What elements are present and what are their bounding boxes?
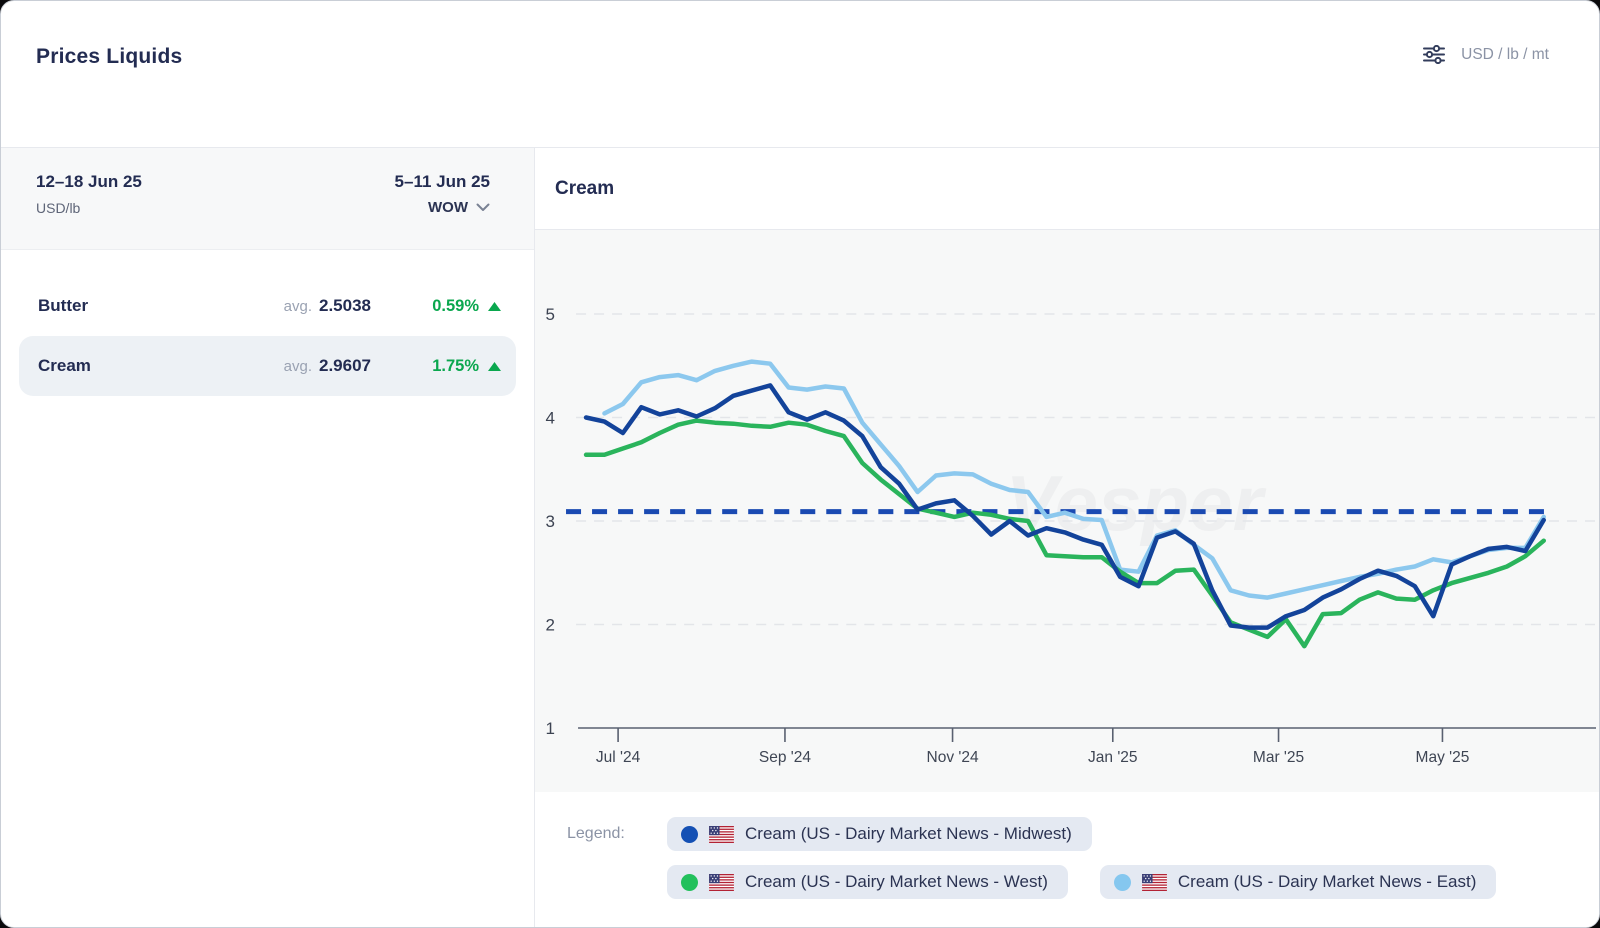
avg-group: avg. 2.9607 [284,356,371,376]
avg-value: 2.5038 [319,296,371,315]
us-flag-icon [709,873,734,891]
change-badge: 0.59% [409,297,501,316]
svg-text:Jul '24: Jul '24 [596,749,641,766]
widget-header: Prices Liquids USD / lb / mt [1,1,1599,148]
previous-period-block: 5–11 Jun 25 WOW [395,172,490,249]
comparison-label: WOW [428,199,468,216]
svg-text:1: 1 [546,719,555,738]
series-dot-west [681,873,698,891]
chevron-down-icon [476,203,490,212]
current-unit: USD/lb [36,200,81,216]
current-period-block: 12–18 Jun 25 USD/lb [36,172,142,249]
svg-text:May '25: May '25 [1416,749,1470,766]
legend-item-label: Cream (US - Dairy Market News - Midwest) [745,824,1072,843]
arrow-up-icon [488,301,501,311]
arrow-up-icon [488,361,501,371]
svg-text:4: 4 [546,409,555,428]
product-row-butter[interactable]: Butter avg. 2.5038 0.59% [1,276,534,336]
chart-title: Cream [555,177,615,199]
svg-text:Vesper: Vesper [1005,459,1266,547]
series-dot-east [1113,873,1131,891]
legend-label: Legend: [567,825,625,842]
us-flag-icon [709,825,734,843]
legend-item-east[interactable]: Cream (US - Dairy Market News - East) [1099,865,1497,899]
change-value: 1.75% [432,356,479,375]
unit-settings-control[interactable]: USD / lb / mt [1423,45,1549,64]
current-period: 12–18 Jun 25 [36,172,142,191]
legend-item-midwest[interactable]: Cream (US - Dairy Market News - Midwest) [667,817,1092,851]
series-dot-midwest [681,825,698,843]
us-flag-icon [1141,873,1167,891]
price-chart: Vesper 5 4 3 2 1 Jul '24 Sep '24 Nov '24 Jan '25 M… [546,305,1596,766]
chart-legend: Legend: Cream (US - Dairy Market News - … [535,792,1599,927]
product-name: Cream [38,356,91,375]
chart-header: Cream [535,148,1599,230]
svg-text:3: 3 [546,512,555,531]
comparison-dropdown[interactable]: WOW [428,199,490,216]
avg-label: avg. [283,298,312,315]
svg-text:2: 2 [546,616,555,635]
previous-period: 5–11 Jun 25 [394,172,490,191]
main-area: 12–18 Jun 25 USD/lb 5–11 Jun 25 WOW [1,148,1599,927]
product-name: Butter [38,296,89,315]
avg-label: avg. [283,358,312,375]
legend-item-label: Cream (US - Dairy Market News - West) [745,872,1048,891]
products-panel: 12–18 Jun 25 USD/lb 5–11 Jun 25 WOW [1,148,535,927]
product-row-cream[interactable]: Cream avg. 2.9607 1.75% [19,336,516,396]
product-list: Butter avg. 2.5038 0.59% Cream [1,250,534,396]
svg-text:5: 5 [546,305,555,324]
page-title: Prices Liquids [36,45,183,68]
period-bar: 12–18 Jun 25 USD/lb 5–11 Jun 25 WOW [1,148,534,250]
svg-text:Jan '25: Jan '25 [1088,749,1138,766]
price-chart-plot: Vesper 5 4 3 2 1 Jul '24 Sep '24 Nov '24 Jan '25 M… [535,230,1599,792]
avg-value: 2.9607 [319,356,371,375]
legend-item-west[interactable]: Cream (US - Dairy Market News - West) [667,865,1068,899]
change-badge: 1.75% [409,357,501,376]
svg-text:Sep '24: Sep '24 [759,749,811,766]
legend-item-label: Cream (US - Dairy Market News - East) [1177,872,1477,891]
chart-panel: Cream Vesper 5 4 3 2 1 Jul '24 Sep '24 Nov '24 Ja… [535,148,1599,927]
svg-text:Mar '25: Mar '25 [1253,749,1304,766]
change-value: 0.59% [432,296,479,315]
sliders-icon [1423,45,1446,64]
unit-label: USD / lb / mt [1461,45,1549,63]
svg-text:Nov '24: Nov '24 [927,749,979,766]
avg-group: avg. 2.5038 [284,296,371,316]
